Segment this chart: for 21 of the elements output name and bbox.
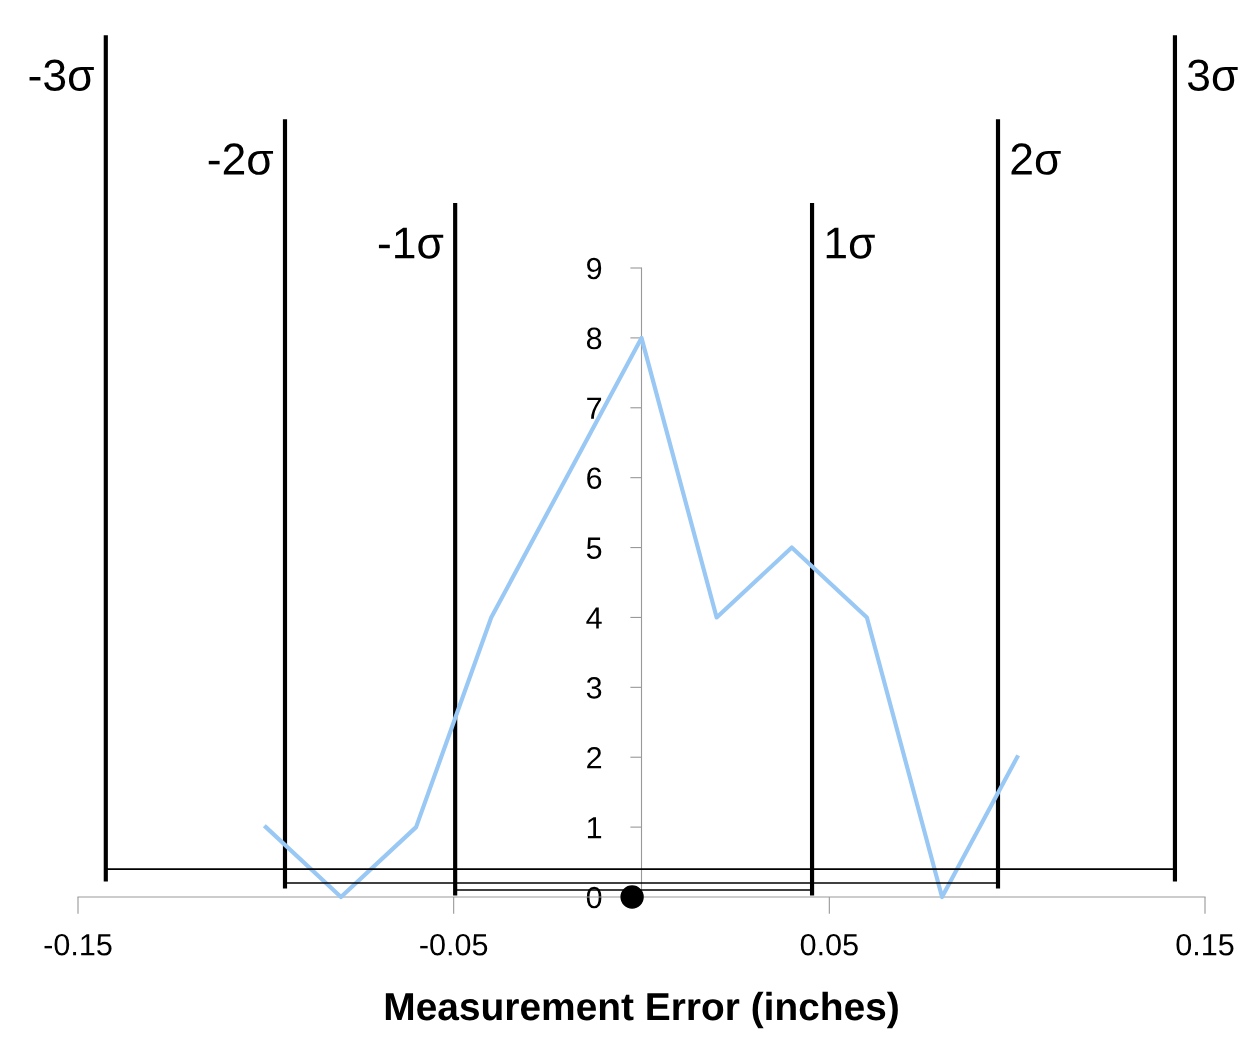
y-tick-label: 1 (587, 817, 602, 839)
y-tick-label: 3 (586, 677, 602, 699)
ref-line-label: -1σ (378, 227, 444, 259)
y-tick-label: 6 (587, 467, 602, 490)
y-tick-label: 5 (586, 537, 602, 559)
y-tick-label: 4 (586, 607, 602, 629)
y-tick-label: 7 (587, 397, 602, 419)
ref-line-label: -3σ (29, 59, 94, 91)
y-tick-label: 8 (586, 327, 602, 350)
y-tick-label: 0 (586, 886, 602, 909)
x-axis-title: Measurement Error (inches) (385, 991, 898, 1029)
x-tick-label: -0.15 (44, 933, 112, 956)
x-tick-label: 0.15 (1176, 933, 1234, 956)
y-tick-label: 2 (587, 746, 602, 769)
ref-line-label: -2σ (208, 143, 274, 175)
ref-line-label: 1σ (826, 227, 875, 259)
x-tick-label: 0.05 (800, 933, 858, 956)
ref-line-label: 3σ (1187, 59, 1238, 91)
x-tick-label: -0.05 (420, 933, 488, 956)
y-tick-label: 9 (587, 257, 602, 280)
ref-line-label: 2σ (1011, 143, 1061, 175)
